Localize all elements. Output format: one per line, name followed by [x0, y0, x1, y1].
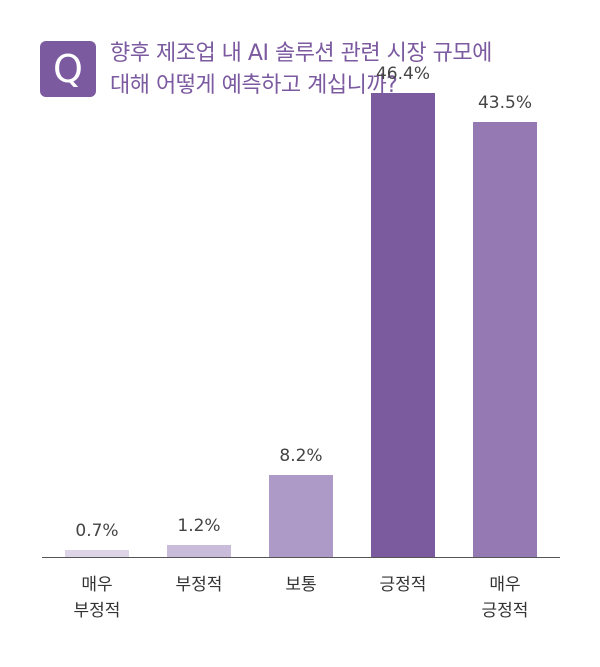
- category-label-4: 긍정적: [380, 575, 427, 595]
- question-badge-letter: Q: [53, 47, 83, 91]
- bar-2: [167, 545, 231, 557]
- bar-5: [473, 122, 537, 557]
- value-label-4: 46.4%: [376, 64, 430, 84]
- category-label-5: 매우 긍정적: [482, 575, 529, 621]
- category-label-1: 매우 부정적: [74, 575, 121, 621]
- bar-4: [371, 93, 435, 557]
- question-line-2: 대해 어떻게 예측하고 계십니까?: [110, 73, 398, 98]
- question-text: 향후 제조업 내 AI 솔루션 관련 시장 규모에 대해 어떻게 예측하고 계십…: [110, 38, 580, 102]
- value-label-5: 43.5%: [478, 93, 532, 113]
- value-label-1: 0.7%: [75, 521, 118, 541]
- category-label-2: 부정적: [176, 575, 223, 595]
- question-line-1: 향후 제조업 내 AI 솔루션 관련 시장 규모에: [110, 41, 492, 66]
- value-label-2: 1.2%: [177, 516, 220, 536]
- category-label-3: 보통: [285, 575, 316, 595]
- question-badge: Q: [40, 41, 96, 97]
- value-label-3: 8.2%: [279, 446, 322, 466]
- bar-3: [269, 475, 333, 557]
- bar-1: [65, 550, 129, 557]
